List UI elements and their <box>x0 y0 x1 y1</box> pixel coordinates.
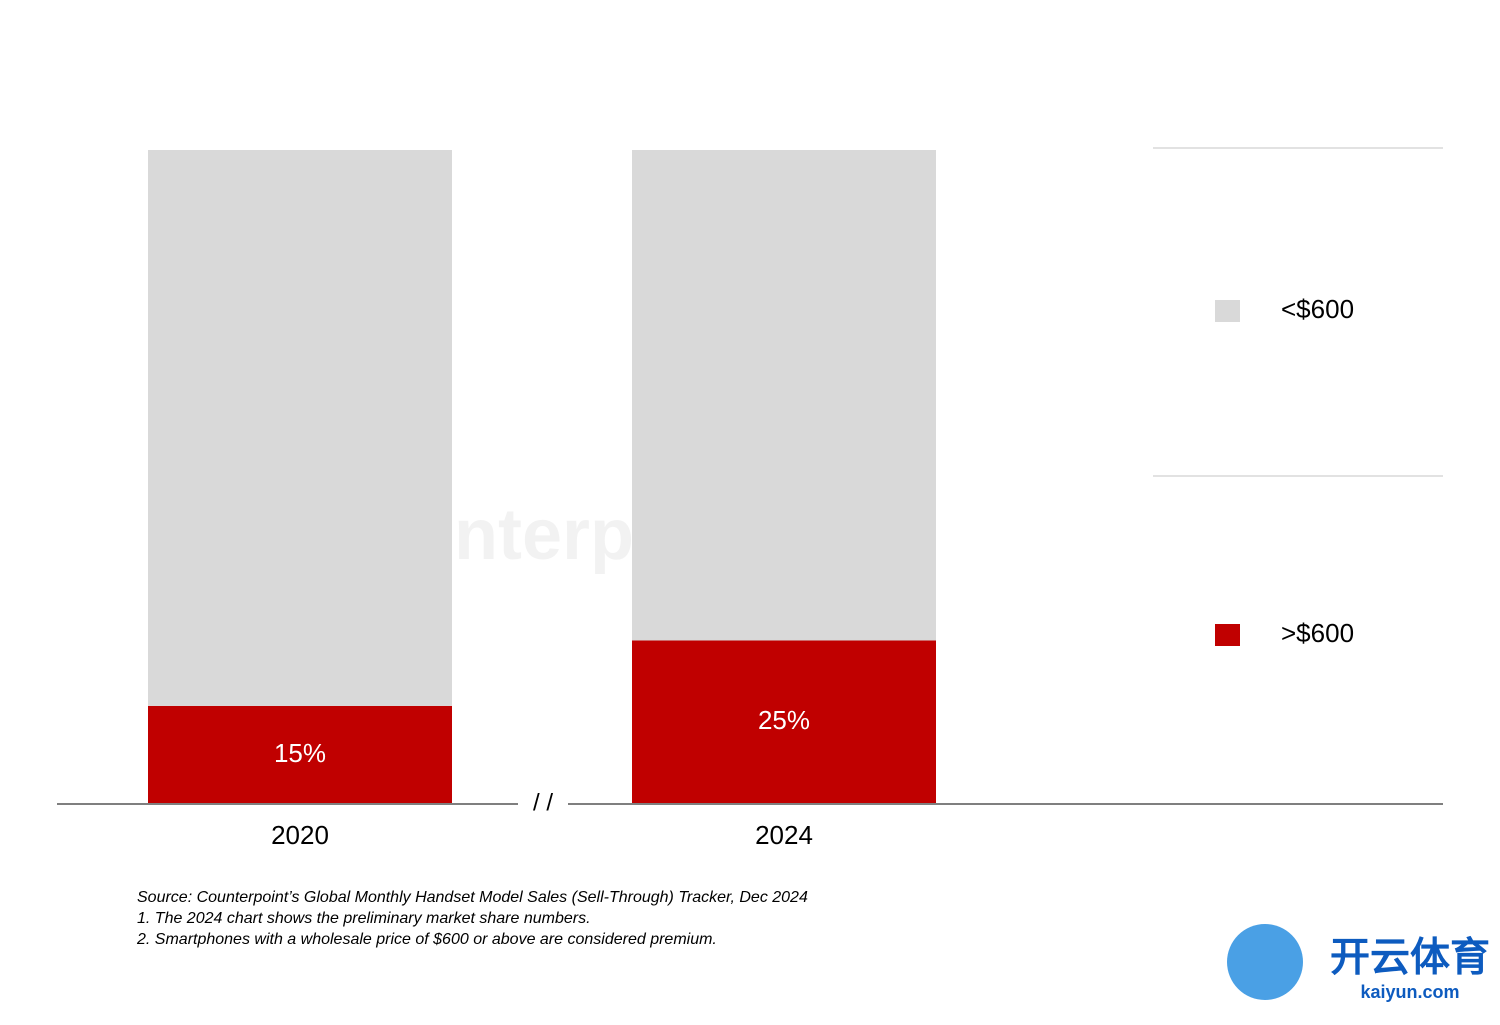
value-label: 15% <box>274 738 326 768</box>
logo-site: kaiyun.com <box>1360 982 1459 1002</box>
legend-swatch <box>1215 624 1240 646</box>
bar-segment <box>148 705 452 804</box>
bar-segment <box>632 640 936 804</box>
logo-name: 开云体育 <box>1330 936 1490 980</box>
x-tick-label: 2024 <box>755 820 813 850</box>
legend-swatch <box>1215 300 1240 322</box>
footnote: Source: Counterpoint’s Global Monthly Ha… <box>137 889 808 906</box>
legend-label: <$600 <box>1281 294 1354 324</box>
footnote: 2. Smartphones with a wholesale price of… <box>136 931 717 948</box>
logo-icon <box>1227 924 1303 1000</box>
value-label: 25% <box>758 705 810 735</box>
footnote: 1. The 2024 chart shows the preliminary … <box>137 910 591 927</box>
axis-break: / / <box>533 789 553 816</box>
bar-segment <box>148 150 452 706</box>
legend-label: >$600 <box>1281 618 1354 648</box>
bar-segment <box>632 150 936 641</box>
x-tick-label: 2020 <box>271 820 329 850</box>
